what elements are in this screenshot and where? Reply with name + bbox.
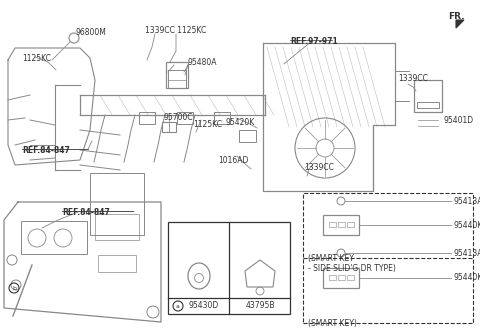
Text: REF.84-847: REF.84-847: [62, 208, 110, 217]
Bar: [90, 173, 144, 235]
Bar: [21, 221, 87, 254]
Polygon shape: [456, 20, 464, 28]
Text: 95700C: 95700C: [163, 113, 192, 122]
Text: (SMART KEY
- SIDE SLID'G DR TYPE): (SMART KEY - SIDE SLID'G DR TYPE): [308, 254, 396, 273]
Text: 95440K: 95440K: [453, 273, 480, 283]
Text: 95430D: 95430D: [189, 301, 219, 311]
Text: 95413A: 95413A: [453, 248, 480, 258]
Text: 96800M: 96800M: [76, 28, 107, 37]
Bar: [139, 112, 155, 124]
Bar: [177, 112, 193, 124]
Bar: [166, 62, 188, 88]
Text: b: b: [12, 286, 16, 291]
Bar: [303, 193, 473, 323]
Text: 95413A: 95413A: [453, 196, 480, 206]
Bar: [347, 275, 354, 280]
Bar: [239, 130, 256, 142]
Text: 95420K: 95420K: [226, 118, 255, 127]
Bar: [347, 222, 354, 227]
Text: (SMART KEY): (SMART KEY): [308, 319, 357, 328]
Text: 1339CC 1125KC: 1339CC 1125KC: [145, 26, 206, 35]
Bar: [338, 222, 345, 227]
Text: 1339CC: 1339CC: [398, 74, 428, 83]
Bar: [329, 222, 336, 227]
Text: 1125KC: 1125KC: [22, 54, 51, 63]
Text: 95480A: 95480A: [188, 58, 217, 67]
Text: 43795B: 43795B: [245, 301, 275, 311]
Bar: [162, 122, 176, 132]
Bar: [95, 214, 139, 240]
Bar: [338, 275, 345, 280]
Bar: [417, 102, 439, 108]
Bar: [98, 255, 136, 272]
Text: 95401D: 95401D: [444, 116, 474, 125]
Text: 1125KC: 1125KC: [193, 120, 222, 129]
Text: a: a: [176, 303, 180, 309]
Bar: [329, 275, 336, 280]
Text: REF.84-847: REF.84-847: [22, 146, 70, 155]
Text: 1016AD: 1016AD: [218, 156, 248, 165]
Bar: [168, 222, 290, 314]
Text: FR.: FR.: [448, 12, 465, 21]
Text: 1339CC: 1339CC: [304, 163, 334, 172]
Text: 95440K: 95440K: [453, 220, 480, 230]
Bar: [414, 80, 442, 112]
Bar: [214, 112, 230, 124]
Text: REF.97-971: REF.97-971: [290, 37, 338, 46]
